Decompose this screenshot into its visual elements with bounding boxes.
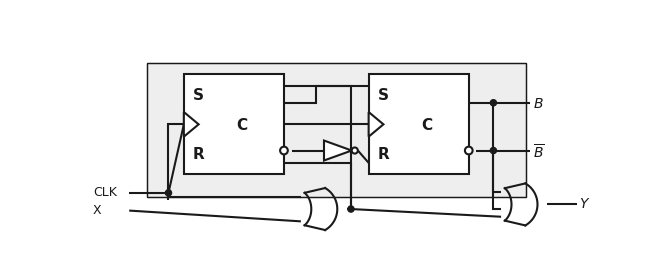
Circle shape (348, 206, 354, 212)
Text: $B$: $B$ (533, 97, 544, 111)
Bar (184, 74, 284, 174)
Circle shape (490, 147, 496, 154)
Text: S: S (378, 88, 389, 103)
Circle shape (280, 147, 288, 154)
Text: R: R (378, 147, 389, 162)
Text: CLK: CLK (93, 186, 117, 199)
Polygon shape (184, 112, 199, 137)
Text: C: C (421, 118, 432, 133)
Text: $\overline{B}$: $\overline{B}$ (533, 143, 545, 161)
Text: $Y$: $Y$ (579, 198, 590, 211)
Circle shape (490, 100, 496, 106)
Bar (369, 74, 469, 174)
Text: R: R (193, 147, 205, 162)
Polygon shape (369, 112, 383, 137)
Bar (147, 63, 526, 197)
Text: C: C (236, 118, 247, 133)
Polygon shape (324, 141, 352, 160)
Text: X: X (93, 204, 102, 217)
Circle shape (165, 190, 171, 196)
Text: S: S (193, 88, 204, 103)
Circle shape (465, 147, 472, 154)
Circle shape (352, 148, 358, 153)
Bar (147, 63, 526, 197)
